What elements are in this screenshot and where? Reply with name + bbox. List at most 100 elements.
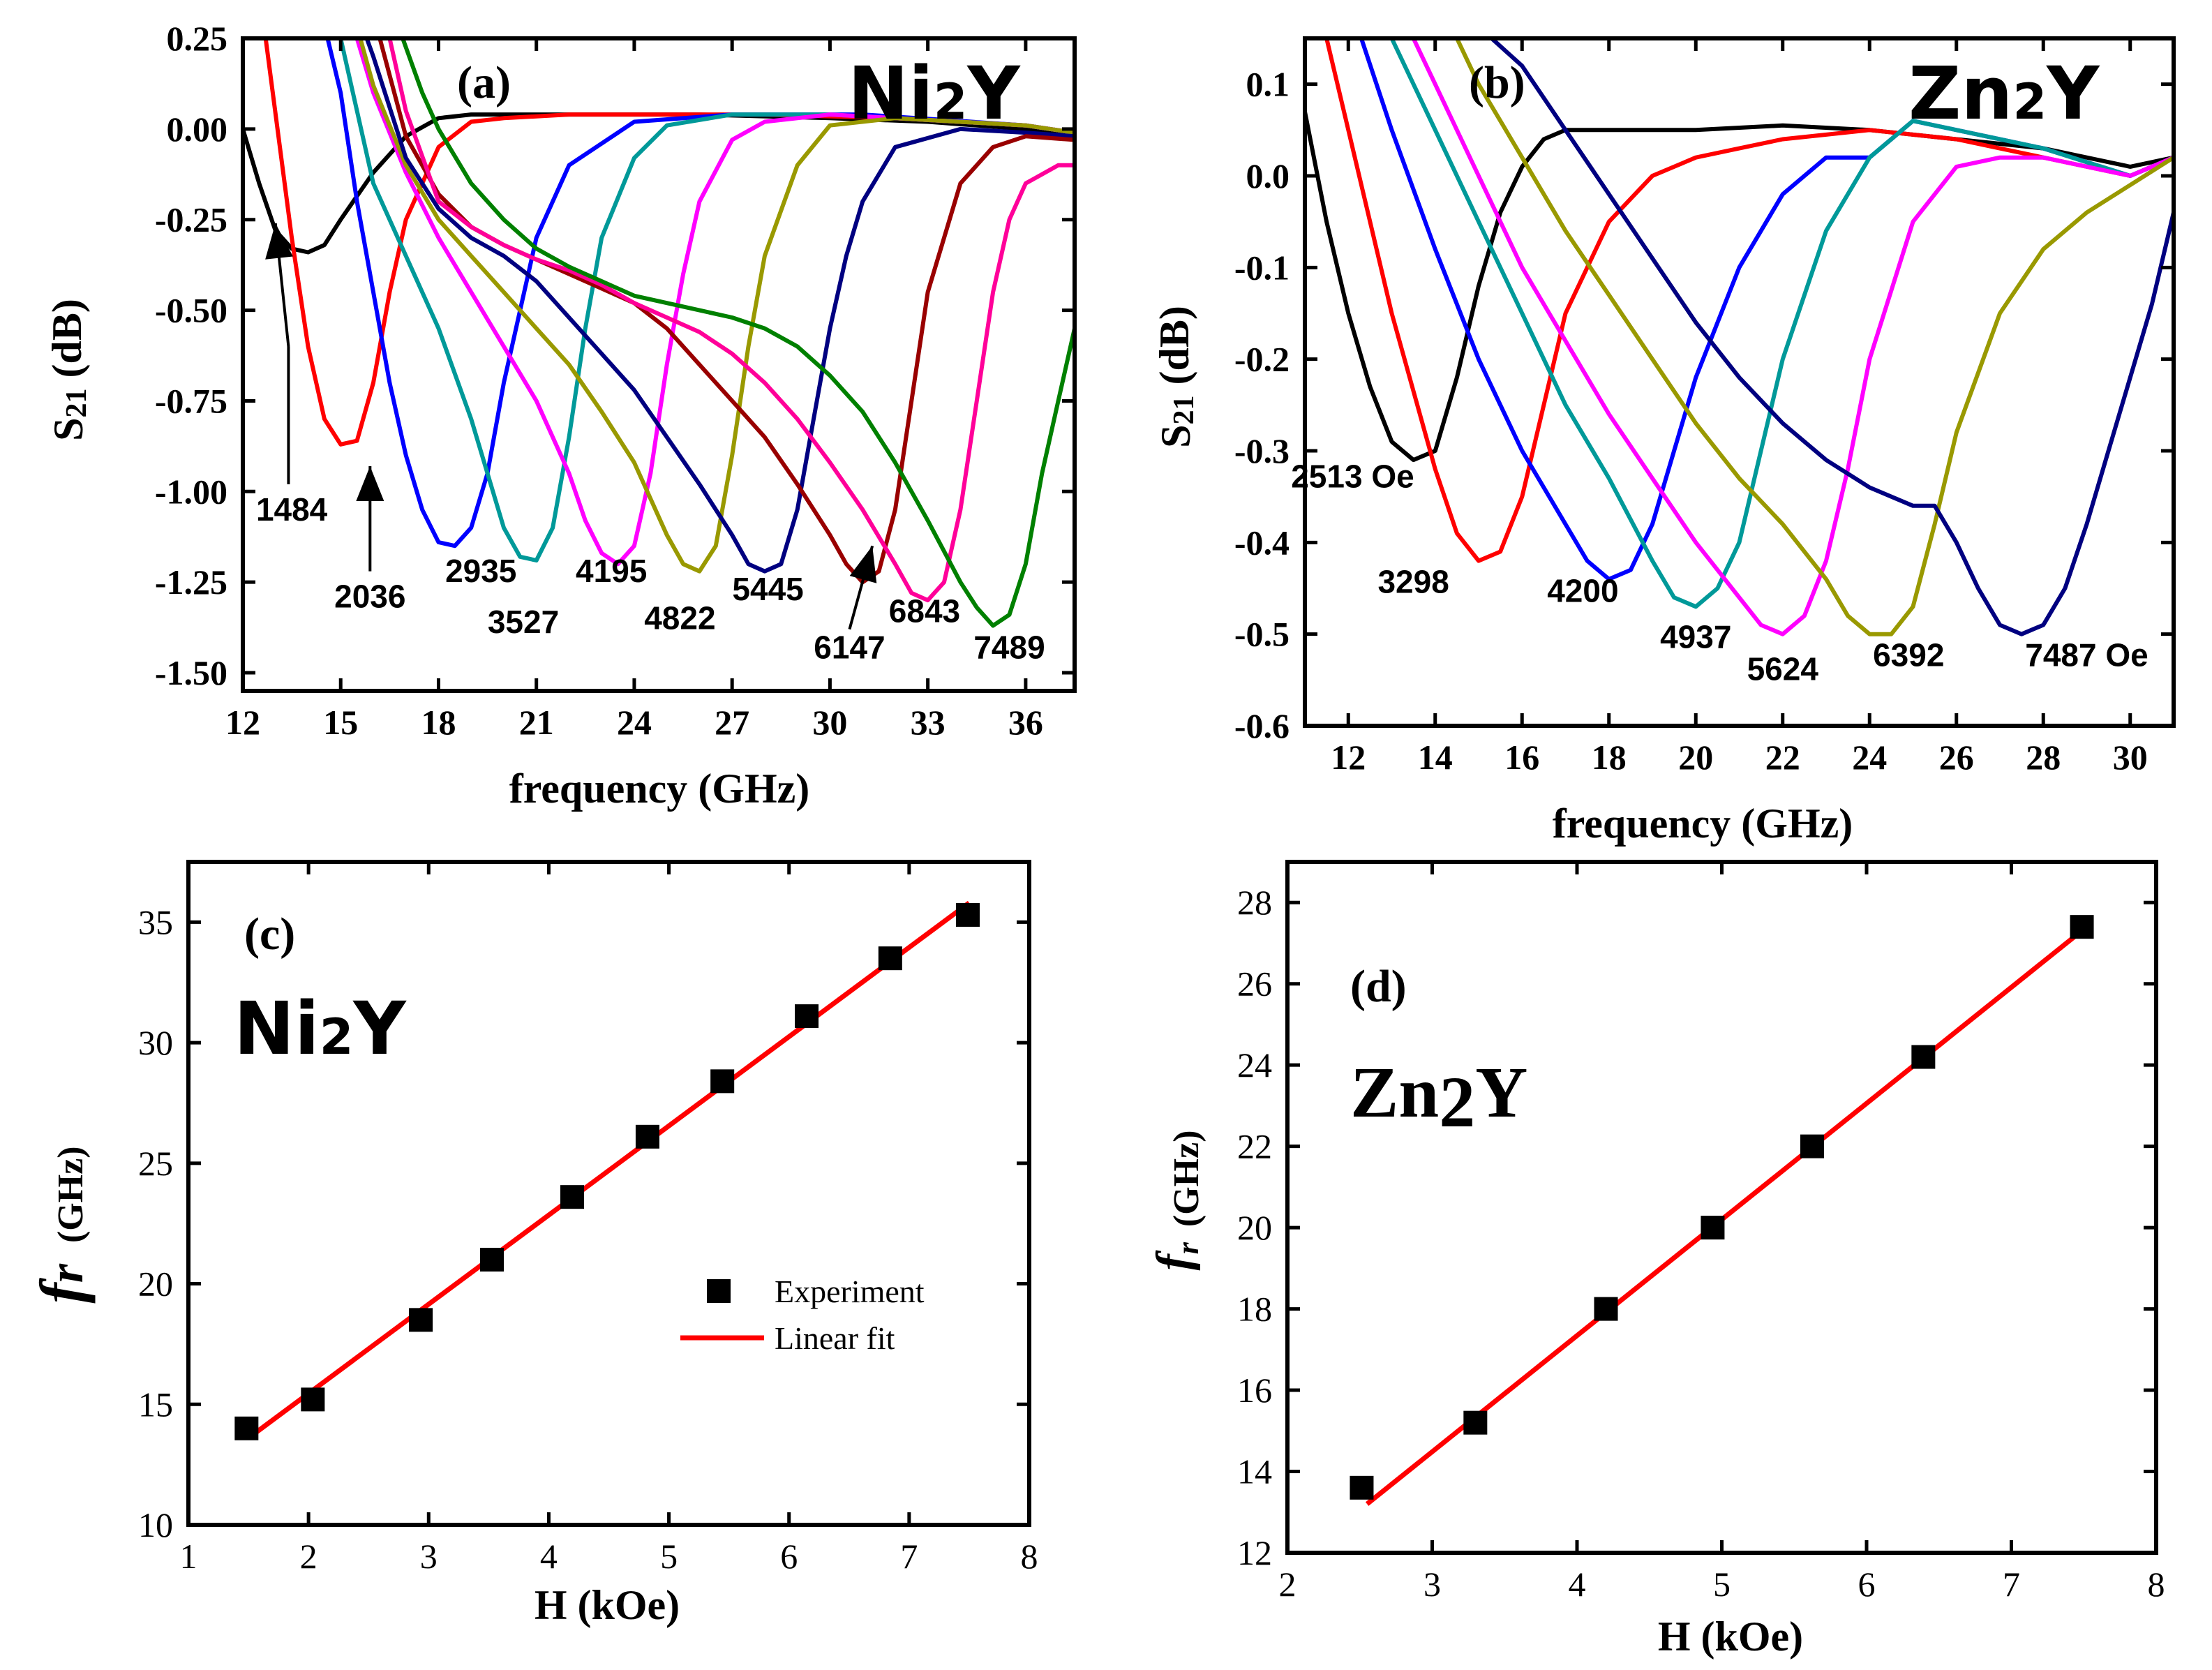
panel-c-legend: Experiment Linear fit bbox=[680, 1274, 925, 1356]
panel-a-ytick-label: -0.75 bbox=[155, 381, 227, 420]
panel-a-ytick-label: -0.25 bbox=[155, 200, 227, 239]
panel-b-field-label: 3298 bbox=[1377, 564, 1449, 600]
panel-c-experiment-point bbox=[795, 1004, 819, 1028]
panel-a-xtick-label: 27 bbox=[715, 703, 749, 742]
panel-d-ylabel: fr(GHz) bbox=[1147, 1130, 1206, 1270]
panel-b-xtick-label: 26 bbox=[1939, 738, 1974, 777]
panel-c-experiment-point bbox=[710, 1069, 734, 1093]
panel-b-ytick-label: 0.1 bbox=[1246, 65, 1290, 104]
panel-b-xtick-label: 16 bbox=[1504, 738, 1539, 777]
panel-b-xtick-label: 28 bbox=[2026, 738, 2061, 777]
panel-d-material-title: Zn2Y bbox=[1350, 1052, 1527, 1142]
panel-d-ytick-label: 22 bbox=[1237, 1127, 1272, 1166]
panel-c-experiment-point bbox=[956, 903, 980, 927]
panel-a-field-label: 2036 bbox=[334, 579, 405, 615]
legend-experiment-marker bbox=[707, 1279, 731, 1303]
panel-b-field-label: 6392 bbox=[1873, 637, 1944, 673]
panel-d-xtick-label: 7 bbox=[2003, 1565, 2020, 1604]
panel-a-field-label: 5445 bbox=[732, 571, 803, 607]
panel-a-arrow-head bbox=[356, 466, 384, 501]
panel-b-zn2y-s21: 12 14 16 18 20 22 24 26 28 300.10.0-0.1-0.2-0.3-0… bbox=[1151, 38, 2174, 847]
legend-fit-label: Linear fit bbox=[775, 1320, 895, 1356]
panel-a-field-label: 1484 bbox=[256, 491, 328, 528]
panel-a-xtick-label: 33 bbox=[911, 703, 946, 742]
panel-c-xtick-label: 2 bbox=[300, 1537, 317, 1576]
panel-d-experiment-point bbox=[1800, 1135, 1824, 1158]
panel-c-marks bbox=[234, 903, 980, 1440]
panel-d-xtick-label: 6 bbox=[1858, 1565, 1876, 1604]
panel-b-xtick-label: 30 bbox=[2113, 738, 2148, 777]
panel-d-ytick-label: 20 bbox=[1237, 1208, 1272, 1247]
panel-b-ytick-label: -0.5 bbox=[1234, 615, 1290, 654]
panel-a-field-label: 2935 bbox=[445, 553, 516, 589]
panel-d-experiment-point bbox=[1594, 1297, 1618, 1321]
panel-b-xtick-label: 18 bbox=[1592, 738, 1627, 777]
panel-d-experiment-point bbox=[1911, 1045, 1935, 1069]
panel-b-xtick-label: 24 bbox=[1852, 738, 1887, 777]
panel-d-ytick-label: 18 bbox=[1237, 1290, 1272, 1329]
panel-b-series-2513-oe bbox=[1305, 112, 2174, 460]
panel-b-field-label: 4200 bbox=[1547, 573, 1618, 609]
panel-a-xtick-label: 24 bbox=[617, 703, 652, 742]
panel-a-field-label: 6843 bbox=[889, 592, 960, 629]
panel-c-xtick-label: 5 bbox=[660, 1537, 678, 1576]
panel-a-ni2y-s21: 12 15 18 21 24 27 30 33 360.250.00-0.25-0.50-0.7… bbox=[44, 19, 1075, 812]
panel-d-marks bbox=[1350, 915, 2093, 1504]
panel-b-ytick-label: 0.0 bbox=[1246, 156, 1290, 195]
panel-c-xlabel: H (kOe) bbox=[535, 1582, 680, 1628]
panel-c-xtick-label: 3 bbox=[420, 1537, 438, 1576]
panel-c-experiment-point bbox=[636, 1125, 659, 1149]
panel-d-experiment-point bbox=[1701, 1216, 1724, 1239]
panel-d-xtick-label: 5 bbox=[1713, 1565, 1731, 1604]
panel-b-label: (b) bbox=[1469, 57, 1525, 108]
panel-d-xtick-label: 8 bbox=[2148, 1565, 2165, 1604]
panel-c-ytick-label: 15 bbox=[138, 1385, 173, 1424]
panel-d-material-text: Zn bbox=[1350, 1052, 1439, 1133]
panel-c-ylabel: fr(GHz) bbox=[29, 1146, 96, 1303]
panel-c-experiment-point bbox=[560, 1185, 584, 1209]
panel-c-ytick-label: 25 bbox=[138, 1144, 173, 1183]
panel-b-xtick-label: 14 bbox=[1418, 738, 1453, 777]
panel-b-ytick-label: -0.6 bbox=[1234, 706, 1290, 745]
panel-a-xtick-label: 12 bbox=[225, 703, 260, 742]
panel-d-xlabel: H (kOe) bbox=[1658, 1613, 1803, 1660]
panel-b-material-text: Zn bbox=[1908, 51, 2012, 136]
panel-b-xtick-label: 20 bbox=[1678, 738, 1713, 777]
panel-b-ytick-label: -0.4 bbox=[1234, 523, 1290, 562]
panel-c-xtick-label: 8 bbox=[1021, 1537, 1038, 1576]
panel-a-label: (a) bbox=[457, 57, 511, 108]
panel-c-ytick-label: 35 bbox=[138, 902, 173, 941]
panel-c-ylabel-unit: (GHz) bbox=[51, 1146, 91, 1243]
svg-text:fr(GHz): fr(GHz) bbox=[1147, 1130, 1206, 1270]
panel-c-frame bbox=[188, 862, 1029, 1525]
panel-a-xtick-label: 36 bbox=[1008, 703, 1043, 742]
panel-c-material-text: Ni bbox=[234, 986, 320, 1071]
panel-a-xtick-label: 18 bbox=[421, 703, 456, 742]
panel-a-ytick-label: 0.25 bbox=[167, 19, 228, 58]
panel-b-xlabel: frequency (GHz) bbox=[1553, 800, 1853, 847]
panel-d-ytick-label: 16 bbox=[1237, 1371, 1272, 1410]
svg-text:fr(GHz): fr(GHz) bbox=[29, 1146, 96, 1303]
panel-a-ytick-label: -1.50 bbox=[155, 653, 227, 692]
panel-a-material-text: Ni bbox=[848, 51, 934, 136]
panel-d-ytick-label: 12 bbox=[1237, 1533, 1272, 1572]
panel-a-arrow-head bbox=[850, 546, 877, 583]
legend-experiment-label: Experiment bbox=[775, 1274, 925, 1309]
panel-b-field-label: 2513 Oe bbox=[1291, 458, 1414, 495]
panel-c-xtick-label: 4 bbox=[540, 1537, 558, 1576]
panel-b-field-label: 5624 bbox=[1747, 650, 1819, 687]
panel-d-ytick-label: 28 bbox=[1237, 883, 1272, 922]
panel-c-ticks: 1 2 3 4 5 6 7 8 10 15 20 25 30 35 bbox=[138, 862, 1038, 1576]
panel-c-material-title: Ni2Y bbox=[234, 986, 407, 1071]
panel-d-ytick-label: 26 bbox=[1237, 964, 1272, 1004]
panel-b-material-title: Zn2Y bbox=[1908, 51, 2100, 136]
panel-d-ylabel-unit: (GHz) bbox=[1167, 1130, 1206, 1227]
panel-c-ni2y-fr-vs-h: 1 2 3 4 5 6 7 8101520253035 (c) Ni2Y Experiment… bbox=[29, 862, 1038, 1628]
panel-a-xlabel: frequency (GHz) bbox=[509, 766, 809, 812]
panel-c-experiment-point bbox=[480, 1248, 504, 1272]
panel-b-field-label: 4937 bbox=[1660, 618, 1731, 655]
panel-c-ytick-label: 20 bbox=[138, 1265, 173, 1304]
panel-a-field-label: 6147 bbox=[814, 629, 885, 665]
panel-b-xtick-label: 22 bbox=[1765, 738, 1800, 777]
panel-b-ytick-label: -0.1 bbox=[1234, 248, 1290, 287]
